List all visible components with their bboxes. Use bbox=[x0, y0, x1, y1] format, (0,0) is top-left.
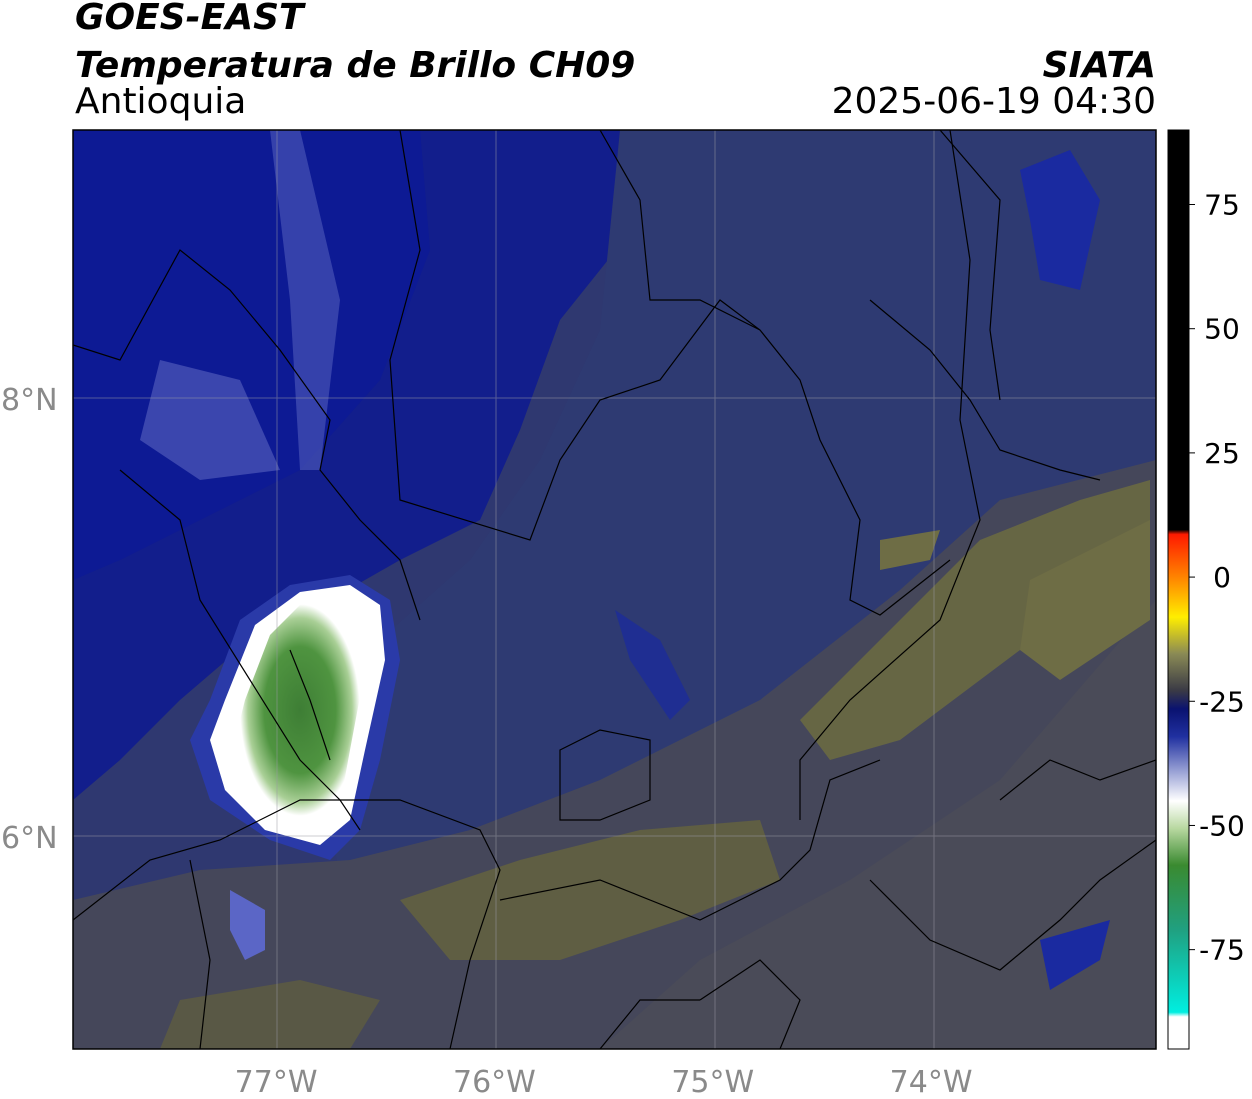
graticule bbox=[73, 130, 1156, 1049]
title-line-1: GOES-EAST bbox=[75, 0, 304, 38]
colorbar-tick-label-5: -50 bbox=[1199, 809, 1245, 842]
map-frame bbox=[72, 129, 1157, 1050]
colorbar-scale bbox=[1167, 129, 1190, 1050]
latitude-tick-labels: 8°N 6°N bbox=[1, 383, 58, 856]
latitude-tick-0: 8°N bbox=[1, 383, 58, 418]
colorbar-tick-labels: 75 50 25 0 -25 -50 -75 bbox=[1189, 189, 1245, 967]
brightness-temperature-field bbox=[73, 130, 1156, 1049]
administrative-boundaries bbox=[73, 130, 1156, 1049]
colorbar: 75 50 25 0 -25 -50 -75 bbox=[1167, 129, 1245, 1050]
colorbar-tick-label-3: 0 bbox=[1213, 561, 1231, 594]
colorbar-tick-label-2: 25 bbox=[1204, 437, 1240, 470]
colorbar-tick-label-0: 75 bbox=[1204, 189, 1240, 222]
longitude-tick-0: 77°W bbox=[235, 1065, 318, 1099]
datetime-label: 2025-06-19 04:30 bbox=[831, 81, 1156, 122]
title-line-2: Temperatura de Brillo CH09 bbox=[75, 45, 636, 86]
longitude-tick-labels: 77°W 76°W 75°W 74°W bbox=[235, 1065, 973, 1099]
organization-label: SIATA bbox=[1042, 45, 1156, 86]
latitude-tick-1: 6°N bbox=[1, 821, 58, 856]
region-label: Antioquia bbox=[75, 81, 247, 122]
longitude-tick-2: 75°W bbox=[671, 1065, 754, 1099]
colorbar-tick-label-4: -25 bbox=[1199, 685, 1245, 718]
longitude-tick-1: 76°W bbox=[453, 1065, 536, 1099]
longitude-tick-3: 74°W bbox=[890, 1065, 973, 1099]
colorbar-tick-label-1: 50 bbox=[1204, 313, 1240, 346]
colorbar-tick-label-6: -75 bbox=[1199, 934, 1245, 967]
